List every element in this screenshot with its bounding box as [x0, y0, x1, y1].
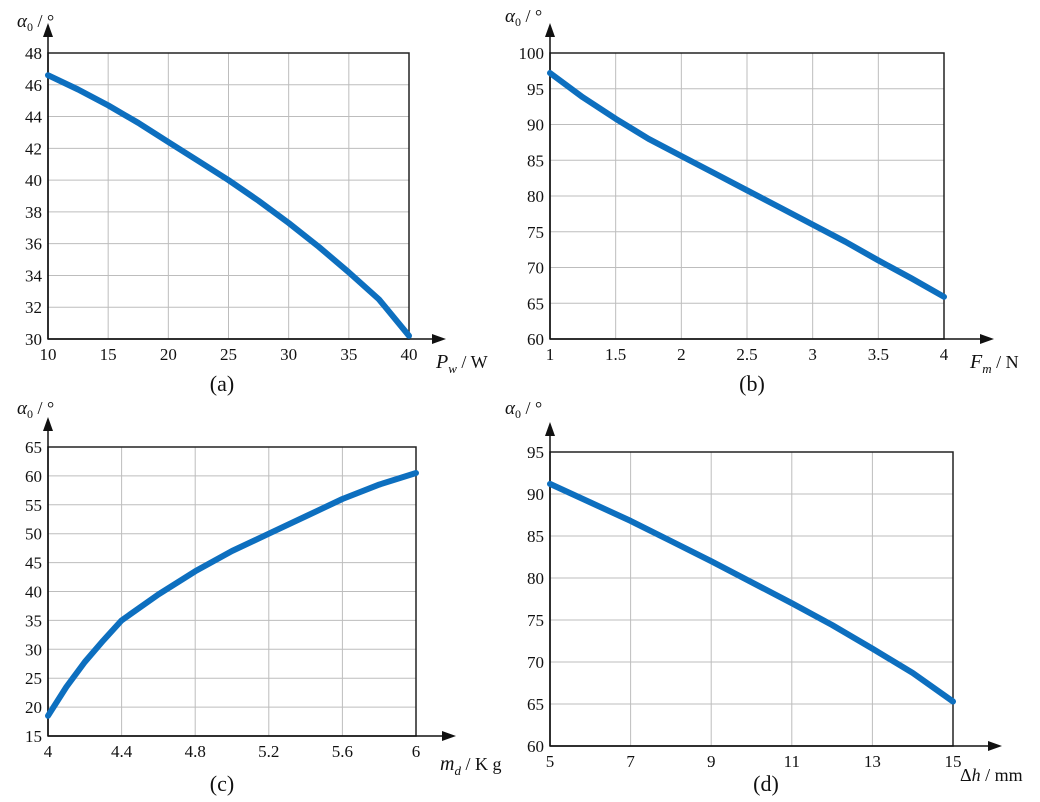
y-tick-label: 75	[527, 223, 544, 242]
y-axis-arrow	[545, 422, 555, 436]
x-tick-label: 4	[44, 742, 53, 761]
x-axis-arrow	[988, 741, 1002, 751]
y-tick-label: 60	[527, 330, 544, 349]
y-tick-label: 85	[527, 151, 544, 170]
y-tick-label: 50	[25, 525, 42, 544]
subplot-caption: (a)	[210, 371, 234, 396]
x-axis-label: Fm / N	[969, 351, 1019, 376]
x-tick-label: 9	[707, 752, 716, 771]
y-tick-label: 90	[527, 485, 544, 504]
y-tick-label: 42	[25, 139, 42, 158]
y-tick-label: 48	[25, 44, 42, 63]
x-tick-label: 13	[864, 752, 881, 771]
y-tick-label: 85	[527, 527, 544, 546]
x-axis-label: Δh / mm	[960, 765, 1023, 785]
subplot-caption: (b)	[739, 371, 765, 396]
x-tick-label: 4	[940, 345, 949, 364]
y-axis-label: α0 / °	[17, 11, 54, 34]
x-tick-label: 35	[340, 345, 357, 364]
y-axis-label: α0 / °	[505, 6, 542, 29]
x-tick-label: 6	[412, 742, 421, 761]
subplot-d: 5 7 9 11 13 15 60 65 70 75 80 85 90 95 α0 / ° Δh / mm (d…	[505, 398, 1023, 796]
x-axis-arrow	[442, 731, 456, 741]
y-tick-label: 46	[25, 76, 42, 95]
series-line	[45, 72, 412, 339]
y-tick-label: 65	[527, 294, 544, 313]
y-tick-label: 60	[25, 467, 42, 486]
subplot-a: 10 15 20 25 30 35 40 30 32 34 36 38 40 42 44 46 48 α0 / °…	[17, 11, 488, 396]
y-tick-label: 15	[25, 727, 42, 746]
x-axis-arrow	[980, 334, 994, 344]
subplot-b: 1 1.5 2 2.5 3 3.5 4 60 65 70 75 80 85 90 95 100 α0 / ° Fm…	[505, 6, 1019, 396]
y-tick-label: 40	[25, 583, 42, 602]
series-line	[547, 70, 947, 300]
subplot-caption: (c)	[210, 771, 234, 796]
x-tick-label: 30	[280, 345, 297, 364]
x-tick-label: 2.5	[736, 345, 757, 364]
y-tick-label: 38	[25, 203, 42, 222]
x-tick-label: 3	[808, 345, 817, 364]
y-tick-label: 20	[25, 698, 42, 717]
y-axis-arrow	[43, 417, 53, 431]
x-tick-label: 11	[784, 752, 800, 771]
x-tick-label: 20	[160, 345, 177, 364]
series-line	[547, 480, 956, 705]
y-tick-label: 55	[25, 496, 42, 515]
x-tick-label: 4.4	[111, 742, 133, 761]
y-tick-label: 60	[527, 737, 544, 756]
x-tick-label: 15	[945, 752, 962, 771]
x-tick-label: 4.8	[185, 742, 206, 761]
y-axis-arrow	[545, 23, 555, 37]
y-axis-label: α0 / °	[17, 398, 54, 421]
y-tick-label: 30	[25, 330, 42, 349]
y-tick-label: 25	[25, 669, 42, 688]
x-tick-label: 1.5	[605, 345, 626, 364]
x-axis-label: md / K g	[440, 753, 501, 778]
subplot-caption: (d)	[753, 771, 779, 796]
y-tick-label: 36	[25, 235, 42, 254]
y-tick-label: 90	[527, 116, 544, 135]
y-tick-label: 35	[25, 611, 42, 630]
y-tick-label: 65	[527, 695, 544, 714]
x-tick-label: 15	[100, 345, 117, 364]
y-tick-label: 65	[25, 438, 42, 457]
y-axis-label: α0 / °	[505, 398, 542, 421]
y-tick-label: 30	[25, 640, 42, 659]
x-tick-label: 5.6	[332, 742, 353, 761]
x-tick-label: 40	[401, 345, 418, 364]
x-tick-label: 3.5	[868, 345, 889, 364]
x-axis-label: Pw / W	[435, 351, 488, 376]
x-axis-arrow	[432, 334, 446, 344]
y-tick-label: 44	[25, 108, 43, 127]
y-tick-label: 32	[25, 298, 42, 317]
y-tick-label: 34	[25, 266, 43, 285]
series-line	[45, 470, 419, 719]
y-tick-label: 95	[527, 443, 544, 462]
y-tick-label: 45	[25, 554, 42, 573]
y-tick-label: 100	[519, 44, 545, 63]
y-tick-label: 80	[527, 569, 544, 588]
y-tick-label: 70	[527, 653, 544, 672]
y-tick-label: 80	[527, 187, 544, 206]
x-tick-label: 25	[220, 345, 237, 364]
x-tick-label: 7	[626, 752, 635, 771]
y-axis-arrow	[43, 23, 53, 37]
y-tick-label: 70	[527, 259, 544, 278]
x-tick-label: 5	[546, 752, 555, 771]
y-tick-label: 95	[527, 80, 544, 99]
x-tick-label: 5.2	[258, 742, 279, 761]
x-tick-label: 10	[40, 345, 57, 364]
x-tick-label: 1	[546, 345, 555, 364]
y-tick-label: 75	[527, 611, 544, 630]
y-tick-label: 40	[25, 171, 42, 190]
subplot-c: 4 4.4 4.8 5.2 5.6 6 15 20 25 30 35 40 45 50 55 60 65 α0 /…	[17, 398, 501, 796]
plot-frame	[549, 451, 954, 747]
x-tick-label: 2	[677, 345, 686, 364]
